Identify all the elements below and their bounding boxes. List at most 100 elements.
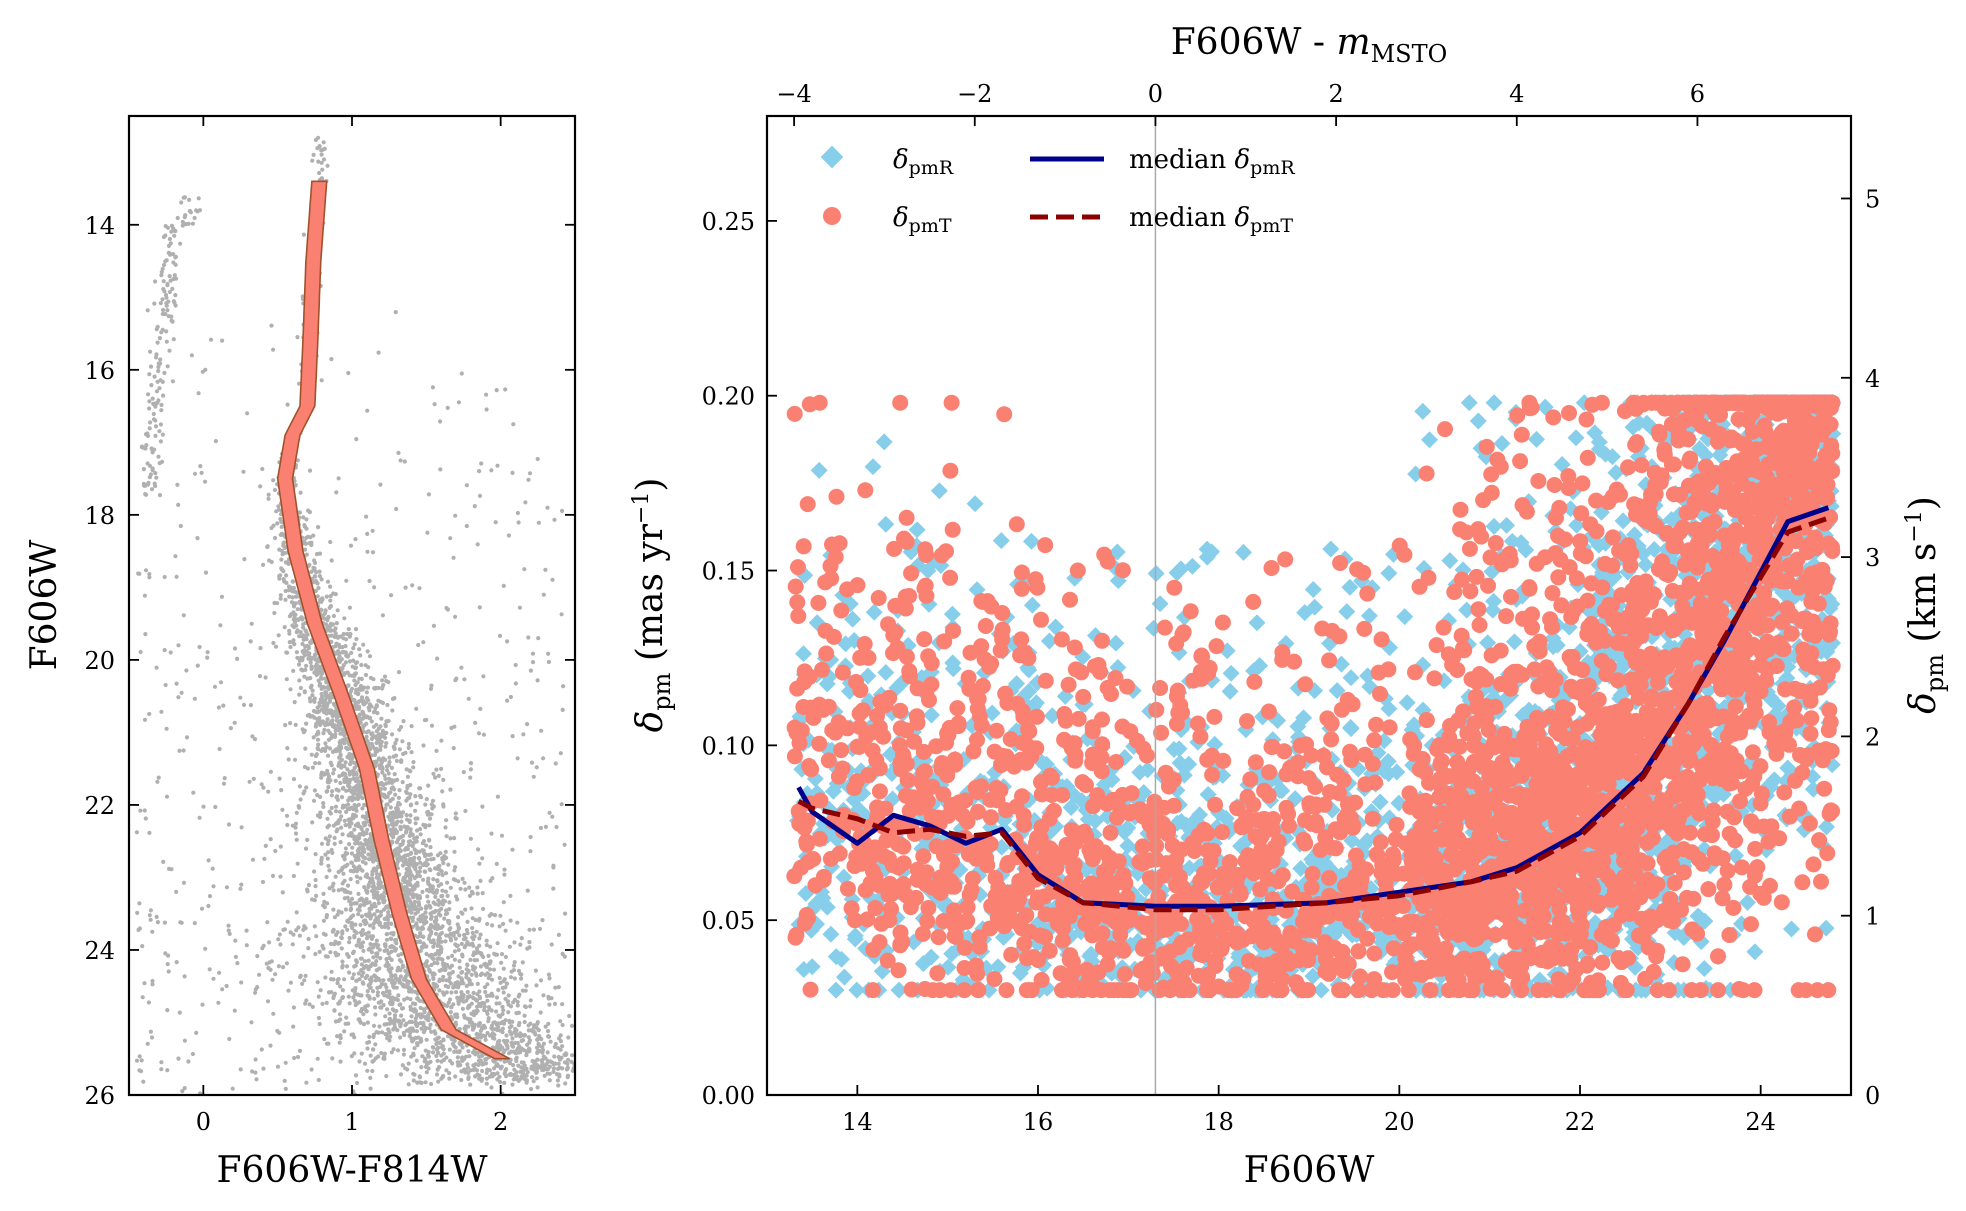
cmd-star bbox=[316, 994, 321, 999]
cmd-star bbox=[423, 1056, 428, 1061]
cmd-star bbox=[506, 993, 511, 998]
cmd-star bbox=[358, 876, 363, 881]
cmd-star bbox=[504, 1033, 509, 1038]
cmd-star bbox=[389, 944, 394, 949]
cmd-star bbox=[386, 776, 391, 781]
cmd-star bbox=[298, 797, 303, 802]
cmd-star bbox=[150, 447, 155, 452]
cmd-star bbox=[413, 808, 418, 813]
cmd-star bbox=[390, 708, 395, 713]
cmd-star bbox=[521, 732, 526, 737]
cmd-star bbox=[337, 774, 342, 779]
cmd-star bbox=[476, 847, 481, 852]
cmd-star bbox=[547, 1064, 552, 1069]
cmd-star bbox=[248, 703, 253, 708]
cmd-star bbox=[161, 279, 166, 284]
cmd-star bbox=[484, 943, 489, 948]
cmd-star bbox=[276, 964, 281, 969]
cmd-star bbox=[335, 1034, 340, 1039]
cmd-star bbox=[146, 480, 151, 485]
cmd-star bbox=[353, 627, 359, 632]
cmd-star bbox=[443, 983, 448, 989]
cmd-star bbox=[448, 981, 454, 986]
cmd-star bbox=[171, 276, 176, 282]
cmd-star bbox=[408, 877, 413, 882]
cmd-star bbox=[452, 849, 457, 854]
cmd-star bbox=[422, 921, 427, 926]
cmd-star bbox=[467, 994, 472, 999]
cmd-star bbox=[358, 956, 363, 961]
cmd-star bbox=[528, 849, 533, 854]
cmd-star bbox=[319, 861, 324, 866]
cmd-star bbox=[510, 470, 515, 475]
cmd-star bbox=[529, 1075, 535, 1080]
cmd-star bbox=[154, 914, 159, 920]
cmd-star bbox=[203, 570, 209, 575]
cmd-star bbox=[381, 900, 387, 905]
cmd-star bbox=[341, 636, 346, 641]
cmd-star bbox=[350, 790, 355, 795]
cmd-star bbox=[335, 981, 340, 986]
cmd-star bbox=[444, 933, 449, 938]
cmd-star bbox=[380, 990, 386, 996]
cmd-star bbox=[403, 1023, 408, 1028]
cmd-star bbox=[324, 913, 329, 918]
cmd-star bbox=[143, 816, 148, 821]
cmd-star bbox=[321, 157, 327, 162]
cmd-star bbox=[159, 408, 164, 413]
cmd-star bbox=[430, 910, 435, 915]
cmd-star bbox=[443, 968, 448, 973]
cmd-star bbox=[323, 748, 328, 754]
cmd-star bbox=[483, 972, 488, 977]
cmd-star bbox=[347, 605, 352, 610]
cmd-star bbox=[367, 716, 372, 721]
cmd-star bbox=[486, 1016, 491, 1021]
cmd-star bbox=[376, 698, 381, 703]
cmd-star bbox=[154, 475, 159, 480]
cmd-star bbox=[409, 1054, 414, 1059]
cmd-star bbox=[320, 676, 325, 681]
cmd-star bbox=[321, 140, 326, 145]
cmd-star bbox=[429, 812, 434, 817]
cmd-star bbox=[502, 1048, 507, 1053]
cmd-star bbox=[465, 1065, 471, 1070]
cmd-star bbox=[321, 891, 326, 897]
cmd-star bbox=[361, 642, 366, 647]
cmd-star bbox=[406, 1082, 411, 1087]
cmd-star bbox=[401, 1030, 406, 1035]
cmd-star bbox=[143, 492, 148, 497]
cmd-star bbox=[277, 776, 282, 781]
cmd-star bbox=[418, 948, 423, 954]
cmd-star bbox=[423, 823, 428, 828]
cmd-star bbox=[515, 920, 520, 925]
cmd-star bbox=[396, 795, 401, 801]
cmd-star bbox=[406, 843, 411, 848]
cmd-star bbox=[348, 907, 353, 913]
cmd-star bbox=[501, 1038, 507, 1043]
cmd-star bbox=[180, 1089, 185, 1094]
cmd-star bbox=[449, 725, 454, 731]
cmd-star bbox=[371, 925, 376, 930]
cmd-star bbox=[363, 975, 368, 981]
cmd-star bbox=[440, 888, 445, 893]
cmd-star bbox=[282, 551, 287, 556]
cmd-star bbox=[254, 1077, 259, 1082]
cmd-star bbox=[270, 873, 276, 879]
cmd-star bbox=[415, 934, 420, 940]
cmd-star bbox=[451, 931, 456, 936]
cmd-star bbox=[297, 381, 302, 386]
cmd-star bbox=[464, 483, 469, 488]
cmd-star bbox=[550, 577, 555, 582]
cmd-star bbox=[463, 936, 468, 941]
cmd-star bbox=[389, 949, 394, 954]
cmd-star bbox=[306, 653, 311, 658]
cmd-star bbox=[510, 734, 515, 739]
cmd-star bbox=[312, 869, 317, 874]
cmd-star bbox=[195, 536, 200, 541]
cmd-star bbox=[434, 888, 440, 893]
cmd-star bbox=[366, 852, 371, 857]
cmd-star bbox=[484, 938, 489, 943]
cmd-star bbox=[403, 585, 408, 590]
cmd-star bbox=[513, 662, 518, 668]
